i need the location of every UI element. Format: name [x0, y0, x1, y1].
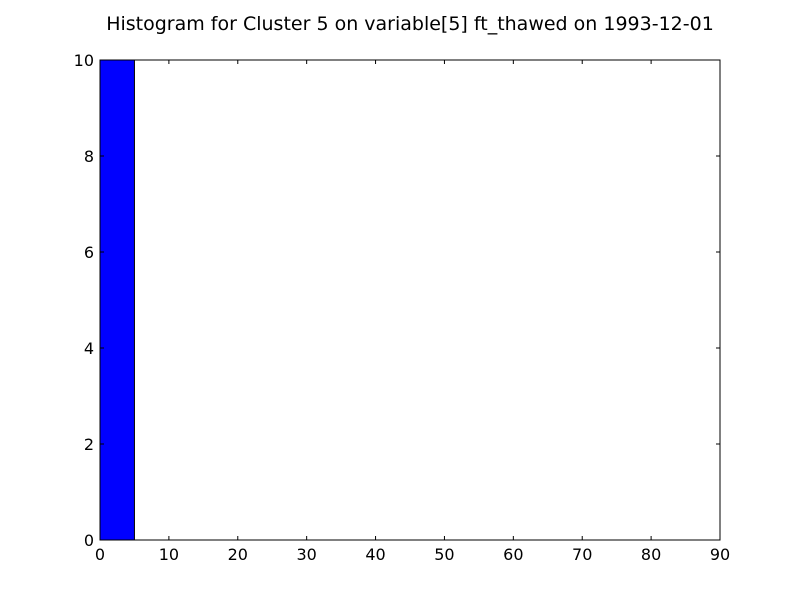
y-tick-label: 2 [84, 435, 94, 454]
x-tick-label: 90 [710, 545, 730, 564]
plot-area-frame [99, 59, 721, 541]
y-tick-label: 6 [84, 243, 94, 262]
x-tick-label: 30 [296, 545, 316, 564]
y-tick-label: 10 [74, 51, 94, 70]
x-tick-label: 80 [641, 545, 661, 564]
x-tick-label: 10 [159, 545, 179, 564]
x-tick-label: 20 [228, 545, 248, 564]
chart-title: Histogram for Cluster 5 on variable[5] f… [106, 13, 714, 35]
x-tick-label: 50 [434, 545, 454, 564]
bars-layer [99, 59, 135, 541]
ticks-layer [99, 59, 721, 541]
x-axis-tick-labels: 0 10 20 30 40 50 60 70 80 90 [95, 545, 730, 564]
x-tick-label: 70 [572, 545, 592, 564]
y-axis-tick-labels: 0 2 4 6 8 10 [74, 51, 94, 550]
y-tick-label: 8 [84, 147, 94, 166]
x-tick-label: 40 [365, 545, 385, 564]
x-tick-label: 0 [95, 545, 105, 564]
y-tick-label: 0 [84, 531, 94, 550]
histogram-bar-0 [99, 59, 135, 541]
y-tick-label: 4 [84, 339, 94, 358]
x-tick-label: 60 [503, 545, 523, 564]
